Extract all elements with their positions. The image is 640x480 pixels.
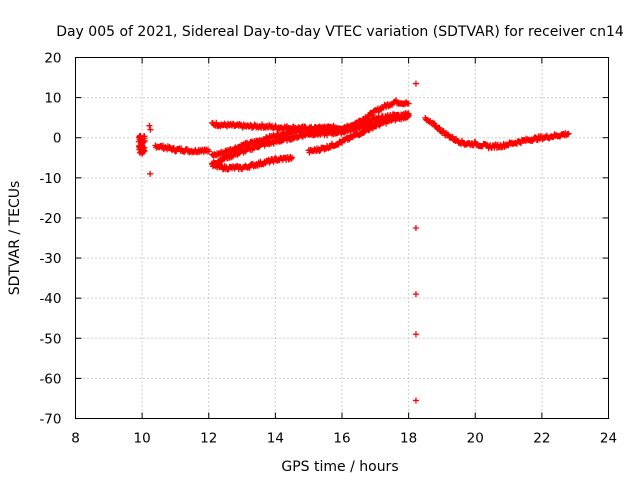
series-track-a bbox=[152, 142, 212, 156]
x-tick-label: 20 bbox=[467, 431, 484, 447]
y-tick-label: -30 bbox=[39, 251, 61, 267]
y-tick-label: -60 bbox=[39, 371, 61, 387]
data-point bbox=[138, 142, 145, 149]
data-point bbox=[412, 224, 419, 231]
data-point bbox=[412, 291, 419, 298]
series-track-e bbox=[209, 153, 296, 173]
data-point bbox=[412, 331, 419, 338]
y-tick-label: 10 bbox=[44, 91, 61, 107]
data-point bbox=[412, 397, 419, 404]
y-tick-label: -70 bbox=[39, 412, 61, 428]
series-track-f bbox=[305, 112, 412, 156]
data-point bbox=[405, 112, 412, 119]
x-tick-labels: 8 10 12 14 16 18 20 22 24 bbox=[71, 431, 617, 447]
data-point bbox=[444, 131, 451, 138]
data-point bbox=[140, 139, 147, 146]
series-outliers-18h bbox=[412, 80, 419, 404]
data-point bbox=[289, 154, 296, 161]
series-track-g bbox=[422, 114, 572, 152]
x-tick-label: 8 bbox=[71, 431, 80, 447]
y-tick-label: 0 bbox=[53, 131, 62, 147]
series-outliers-10h bbox=[146, 122, 154, 177]
data-point bbox=[147, 170, 154, 177]
data-point bbox=[565, 130, 572, 137]
data-point bbox=[405, 100, 412, 107]
data-points bbox=[135, 80, 572, 404]
y-tick-label: -50 bbox=[39, 331, 61, 347]
x-tick-label: 10 bbox=[134, 431, 151, 447]
data-point bbox=[147, 126, 154, 133]
data-point bbox=[205, 148, 212, 155]
data-point bbox=[140, 148, 147, 155]
y-tick-label: -40 bbox=[39, 291, 61, 307]
x-tick-label: 24 bbox=[600, 431, 617, 447]
data-point bbox=[449, 133, 456, 140]
y-tick-label: -20 bbox=[39, 211, 61, 227]
y-tick-label: 20 bbox=[44, 51, 61, 67]
x-axis-label: GPS time / hours bbox=[281, 459, 398, 475]
series-track-d bbox=[209, 110, 412, 167]
x-tick-label: 18 bbox=[400, 431, 417, 447]
y-tick-labels: -70 -60 -50 -40 -30 -20 -10 0 10 20 bbox=[39, 51, 61, 428]
data-point bbox=[146, 122, 153, 129]
data-point bbox=[360, 129, 367, 136]
chart-title: Day 005 of 2021, Sidereal Day-to-day VTE… bbox=[56, 24, 624, 40]
y-tick-label: -10 bbox=[39, 171, 61, 187]
x-tick-label: 22 bbox=[533, 431, 550, 447]
y-axis-label: SDTVAR / TECUs bbox=[7, 181, 23, 296]
grid-lines bbox=[75, 57, 609, 419]
plot-frame bbox=[75, 57, 609, 419]
data-point bbox=[436, 124, 443, 131]
series-cluster-10h bbox=[135, 132, 148, 157]
data-point bbox=[270, 158, 277, 165]
data-point bbox=[412, 80, 419, 87]
data-point bbox=[404, 113, 411, 120]
data-point bbox=[141, 144, 148, 151]
data-point bbox=[288, 155, 295, 162]
x-tick-label: 16 bbox=[333, 431, 350, 447]
data-point bbox=[141, 135, 148, 142]
x-tick-label: 14 bbox=[267, 431, 284, 447]
x-tick-label: 12 bbox=[200, 431, 217, 447]
